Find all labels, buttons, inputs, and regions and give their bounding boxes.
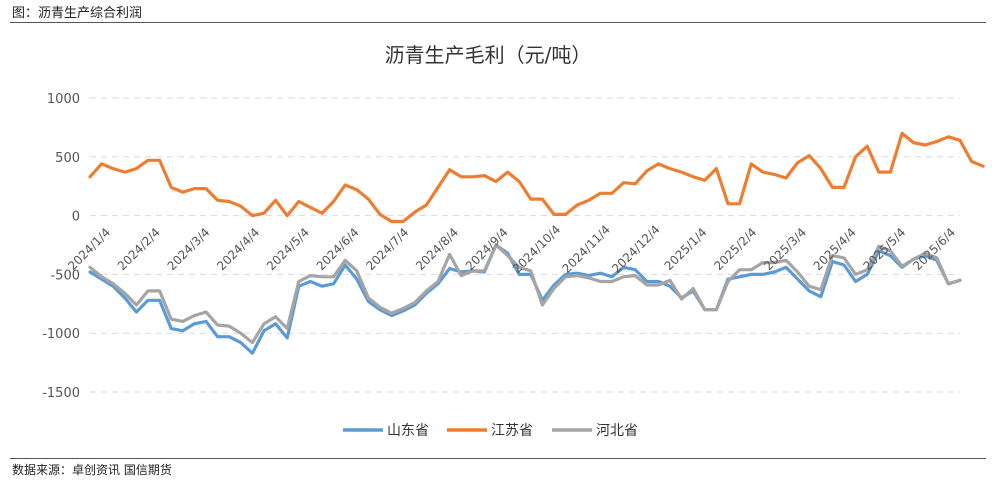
series-line-jiangsu <box>88 131 985 224</box>
x-tick-label: 2025/1/4 <box>662 225 710 273</box>
chart-title: 沥青生产毛利（元/吨） <box>385 43 592 67</box>
y-tick-label: 0 <box>72 210 80 225</box>
x-tick-label: 2024/8/4 <box>413 225 461 273</box>
legend: 山东省 江苏省 河北省 <box>343 423 638 439</box>
x-tick-label: 2024/2/4 <box>115 225 163 273</box>
series-line-shandong <box>88 243 962 355</box>
bottom-divider <box>10 458 986 459</box>
x-tick-label: 2024/11/4 <box>560 222 613 275</box>
y-tick-label: -1000 <box>42 327 80 342</box>
y-tick-label: 500 <box>55 151 80 166</box>
data-source: 数据来源：卓创资讯 国信期货 <box>12 463 172 477</box>
series-lines <box>88 131 985 355</box>
figure-caption: 图：沥青生产综合利润 <box>12 6 143 21</box>
x-tick-label: 2024/10/4 <box>510 222 563 275</box>
y-axis-ticks: 1000 500 0 -500 -1000 -1500 <box>42 92 80 401</box>
x-tick-label: 2024/12/4 <box>609 222 662 275</box>
y-tick-label: -500 <box>50 268 80 283</box>
x-tick-label: 2024/4/4 <box>214 225 262 273</box>
line-chart: 沥青生产毛利（元/吨） 1000 500 0 -500 -1000 -1500 2024/… <box>42 43 985 439</box>
series-line-hebei <box>88 243 962 345</box>
x-tick-label: 2025/6/4 <box>910 225 958 273</box>
x-tick-label: 2024/6/4 <box>314 225 362 273</box>
x-axis-ticks: 2024/1/4 2024/2/4 2024/3/4 2024/4/4 2024/5/4… <box>65 222 958 275</box>
legend-label-jiangsu: 江苏省 <box>491 423 533 439</box>
x-tick-label: 2024/3/4 <box>165 225 213 273</box>
legend-label-hebei: 河北省 <box>596 423 638 439</box>
x-tick-label: 2024/7/4 <box>363 225 411 273</box>
x-tick-label: 2025/2/4 <box>711 225 759 273</box>
y-tick-label: 1000 <box>47 92 80 107</box>
x-tick-label: 2024/5/4 <box>264 225 312 273</box>
legend-label-shandong: 山东省 <box>387 423 429 439</box>
y-tick-label: -1500 <box>42 386 80 401</box>
top-divider <box>10 22 986 23</box>
